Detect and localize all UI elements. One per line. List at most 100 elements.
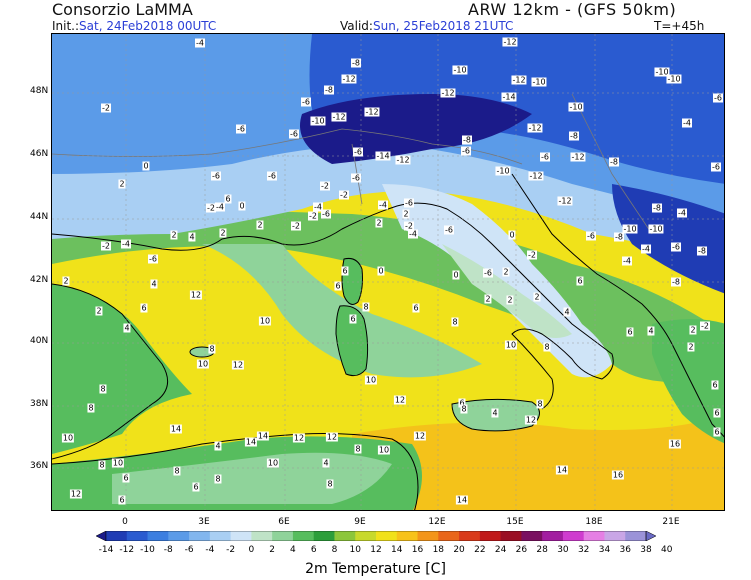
colorbar-tick-label: -12 xyxy=(119,545,135,555)
colorbar-max-arrow xyxy=(645,531,656,541)
lon-label: 9E xyxy=(354,517,366,527)
temperature-value-label: -6 xyxy=(321,209,331,219)
colorbar-tick-label: 38 xyxy=(640,545,652,555)
temperature-value-label: -6 xyxy=(404,198,414,208)
temperature-value-label: 4 xyxy=(322,458,330,468)
temperature-value-label: 8 xyxy=(354,444,362,454)
temperature-value-label: 16 xyxy=(668,439,682,449)
colorbar-swatch xyxy=(209,531,232,541)
warm-sea-south xyxy=(352,414,724,510)
colorbar-swatch xyxy=(313,531,335,541)
colorbar-swatch xyxy=(272,531,294,541)
temperature-value-label: -14 xyxy=(375,151,391,161)
colorbar-swatch xyxy=(625,531,647,541)
land-iberia xyxy=(52,284,192,454)
colorbar-tick-label: 14 xyxy=(391,545,403,555)
temperature-value-label: 12 xyxy=(413,431,427,441)
provider-title: Consorzio LaMMA xyxy=(52,0,193,19)
colorbar-tick-label: -8 xyxy=(163,545,173,555)
temperature-value-label: 4 xyxy=(150,279,158,289)
temperature-value-label: 4 xyxy=(214,441,222,451)
colorbar-swatch xyxy=(189,531,211,541)
temperature-value-label: 8 xyxy=(214,474,222,484)
temperature-value-label: -6 xyxy=(211,171,221,181)
colorbar-tick-label: 22 xyxy=(474,545,486,555)
lat-label: 40N xyxy=(30,336,49,346)
lon-label: 0 xyxy=(122,517,128,527)
temperature-value-label: 2 xyxy=(689,325,697,335)
temperature-value-label: -6 xyxy=(713,93,723,103)
colorbar-swatch xyxy=(376,531,398,541)
colorbar-swatch xyxy=(583,531,605,541)
temperature-value-label: -6 xyxy=(267,171,277,181)
temperature-value-label: 2 xyxy=(402,209,410,219)
colorbar-tick-label: 36 xyxy=(619,545,631,555)
lat-label: 46N xyxy=(30,149,49,159)
temperature-value-label: -2 xyxy=(206,203,216,213)
temperature-map[interactable] xyxy=(51,33,725,511)
temperature-value-label: -2 xyxy=(101,241,111,251)
temperature-value-label: 6 xyxy=(711,380,719,390)
coastline-sicily xyxy=(451,398,540,432)
temperature-value-label: 12 xyxy=(325,432,339,442)
temperature-value-label: 12 xyxy=(524,415,538,425)
temperature-value-label: -12 xyxy=(341,74,357,84)
colorbar-tick-label: 18 xyxy=(432,545,445,555)
colorbar-swatch xyxy=(604,531,626,541)
temperature-value-label: -6 xyxy=(289,129,299,139)
temperature-value-label: -6 xyxy=(461,146,471,156)
temperature-value-label: -12 xyxy=(331,112,347,122)
temperature-value-label: 2 xyxy=(256,220,264,230)
temperature-value-label: -2 xyxy=(101,103,111,113)
temperature-value-label: 12 xyxy=(69,489,83,499)
temperature-value-label: -6 xyxy=(540,152,550,162)
temperature-value-label: 10 xyxy=(504,340,518,350)
temperature-value-label: 12 xyxy=(189,290,203,300)
temperature-value-label: -8 xyxy=(462,135,472,145)
temperature-value-label: 8 xyxy=(362,302,370,312)
colorbar-title: 2m Temperature [C] xyxy=(305,561,446,577)
temperature-value-label: 2 xyxy=(62,276,70,286)
temperature-value-label: -6 xyxy=(301,97,311,107)
temperature-value-label: 0 xyxy=(142,161,150,171)
land-sardinia xyxy=(336,305,368,376)
temperature-value-label: -6 xyxy=(148,254,158,264)
colorbar-tick-label: 26 xyxy=(515,545,528,555)
lon-label: 6E xyxy=(278,517,290,527)
temperature-value-label: 6 xyxy=(412,303,420,313)
lat-label: 38N xyxy=(30,399,49,409)
temperature-value-label: 0 xyxy=(238,201,246,211)
temperature-value-label: -4 xyxy=(121,239,131,249)
temperature-value-label: 4 xyxy=(563,307,571,317)
temperature-value-label: 4 xyxy=(491,408,499,418)
temperature-value-label: -10 xyxy=(310,116,326,126)
coastline-north xyxy=(52,202,614,410)
colorbar-tick-label: 24 xyxy=(494,545,507,555)
temperature-value-label: 6 xyxy=(349,314,357,324)
colorbar-swatch xyxy=(500,531,522,541)
temperature-value-label: 6 xyxy=(118,495,126,505)
coastline-adriatic-east xyxy=(511,173,724,438)
temperature-value-label: -6 xyxy=(671,242,681,252)
temperature-value-label: 4 xyxy=(188,232,196,242)
temperature-value-label: 2 xyxy=(484,294,492,304)
colorbar-swatch xyxy=(355,531,377,541)
temperature-value-label: -4 xyxy=(195,38,205,48)
lead-time: T=+45h xyxy=(654,19,705,33)
colorbar-tick-label: -2 xyxy=(226,545,236,555)
temperature-value-label: 14 xyxy=(256,431,270,441)
lon-label: 18E xyxy=(585,517,603,527)
temperature-value-label: 8 xyxy=(173,466,181,476)
temperature-value-label: -8 xyxy=(569,131,579,141)
temperature-value-label: -6 xyxy=(353,147,363,157)
coastline-sardinia xyxy=(335,305,369,377)
temperature-value-label: 16 xyxy=(611,470,625,480)
border-balkans xyxy=(571,93,653,235)
temperature-value-label: -8 xyxy=(671,277,681,287)
temperature-value-label: -10 xyxy=(622,224,638,234)
temperature-value-label: -12 xyxy=(511,75,527,85)
colorbar-swatch xyxy=(292,531,315,541)
temperature-value-label: 10 xyxy=(266,458,280,468)
temperature-value-label: 6 xyxy=(192,482,200,492)
